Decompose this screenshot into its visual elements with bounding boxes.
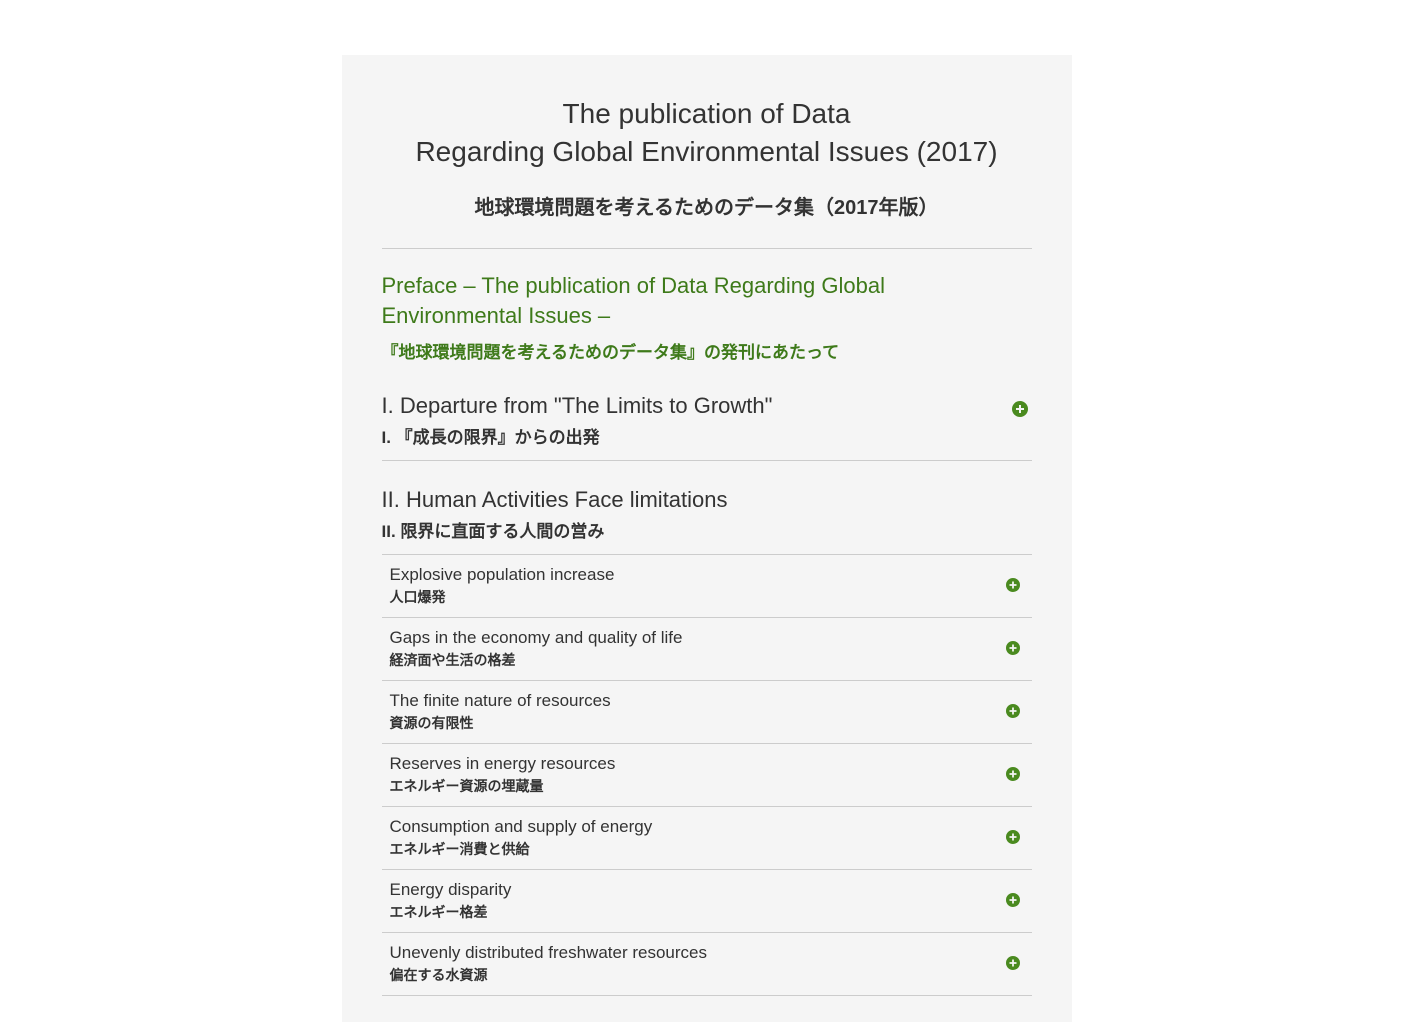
subsection-title-ja: 人口爆発 bbox=[390, 587, 1006, 607]
subsection-title-ja: 経済面や生活の格差 bbox=[390, 650, 1006, 670]
subsection-titles: Unevenly distributed freshwater resource… bbox=[390, 943, 1006, 985]
subsection-item[interactable]: Consumption and supply of energy エネルギー消費… bbox=[382, 807, 1032, 870]
section-1-header[interactable]: I. Departure from "The Limits to Growth"… bbox=[382, 393, 1032, 461]
plus-icon bbox=[1006, 578, 1022, 594]
subsection-title-en: Reserves in energy resources bbox=[390, 754, 1006, 774]
page-title: The publication of Data Regarding Global… bbox=[382, 95, 1032, 171]
subsection-title-en: Explosive population increase bbox=[390, 565, 1006, 585]
subsection-title-ja: エネルギー格差 bbox=[390, 902, 1006, 922]
plus-icon bbox=[1006, 767, 1022, 783]
subsection-title-ja: 資源の有限性 bbox=[390, 713, 1006, 733]
plus-icon bbox=[1012, 401, 1028, 417]
section-1: I. Departure from "The Limits to Growth"… bbox=[382, 393, 1032, 461]
subsection-title-en: Gaps in the economy and quality of life bbox=[390, 628, 1006, 648]
content-container: The publication of Data Regarding Global… bbox=[342, 55, 1072, 1022]
title-divider bbox=[382, 248, 1032, 249]
subsection-titles: The finite nature of resources 資源の有限性 bbox=[390, 691, 1006, 733]
subsection-titles: Energy disparity エネルギー格差 bbox=[390, 880, 1006, 922]
subsection-title-en: The finite nature of resources bbox=[390, 691, 1006, 711]
plus-icon bbox=[1006, 704, 1022, 720]
subsection-item[interactable]: The finite nature of resources 資源の有限性 bbox=[382, 681, 1032, 744]
plus-icon bbox=[1006, 956, 1022, 972]
section-2-header: II. Human Activities Face limitations II… bbox=[382, 487, 1032, 554]
subsection-item[interactable]: Energy disparity エネルギー格差 bbox=[382, 870, 1032, 933]
section-2-subsections: Explosive population increase 人口爆発 Gaps … bbox=[382, 554, 1032, 996]
subsection-title-ja: 偏在する水資源 bbox=[390, 965, 1006, 985]
subsection-title-en: Energy disparity bbox=[390, 880, 1006, 900]
subsection-item[interactable]: Reserves in energy resources エネルギー資源の埋蔵量 bbox=[382, 744, 1032, 807]
plus-icon bbox=[1006, 893, 1022, 909]
subsection-title-ja: エネルギー資源の埋蔵量 bbox=[390, 776, 1006, 796]
subsection-title-ja: エネルギー消費と供給 bbox=[390, 839, 1006, 859]
section-1-titles: I. Departure from "The Limits to Growth"… bbox=[382, 393, 1012, 448]
subsection-titles: Explosive population increase 人口爆発 bbox=[390, 565, 1006, 607]
subsection-item[interactable]: Gaps in the economy and quality of life … bbox=[382, 618, 1032, 681]
subsection-titles: Consumption and supply of energy エネルギー消費… bbox=[390, 817, 1006, 859]
preface-link[interactable]: Preface – The publication of Data Regard… bbox=[382, 271, 1032, 364]
subsection-item[interactable]: Explosive population increase 人口爆発 bbox=[382, 555, 1032, 618]
plus-icon bbox=[1006, 641, 1022, 657]
title-line-1: The publication of Data bbox=[563, 98, 851, 129]
section-2-title-en: II. Human Activities Face limitations bbox=[382, 487, 1032, 513]
plus-icon bbox=[1006, 830, 1022, 846]
section-2-title-ja: II. 限界に直面する人間の営み bbox=[382, 517, 1032, 542]
preface-title-en: Preface – The publication of Data Regard… bbox=[382, 271, 1032, 333]
title-line-2: Regarding Global Environmental Issues (2… bbox=[415, 136, 997, 167]
page-subtitle: 地球環境問題を考えるためのデータ集（2017年版） bbox=[382, 191, 1032, 220]
subsection-item[interactable]: Unevenly distributed freshwater resource… bbox=[382, 933, 1032, 996]
subsection-titles: Gaps in the economy and quality of life … bbox=[390, 628, 1006, 670]
subsection-titles: Reserves in energy resources エネルギー資源の埋蔵量 bbox=[390, 754, 1006, 796]
subsection-title-en: Unevenly distributed freshwater resource… bbox=[390, 943, 1006, 963]
preface-title-ja: 『地球環境問題を考えるためのデータ集』の発刊にあたって bbox=[382, 338, 1032, 363]
section-1-title-en: I. Departure from "The Limits to Growth" bbox=[382, 393, 1012, 419]
section-2: II. Human Activities Face limitations II… bbox=[382, 487, 1032, 996]
section-2-titles: II. Human Activities Face limitations II… bbox=[382, 487, 1032, 542]
section-1-title-ja: I. 『成長の限界』からの出発 bbox=[382, 423, 1012, 448]
subsection-title-en: Consumption and supply of energy bbox=[390, 817, 1006, 837]
